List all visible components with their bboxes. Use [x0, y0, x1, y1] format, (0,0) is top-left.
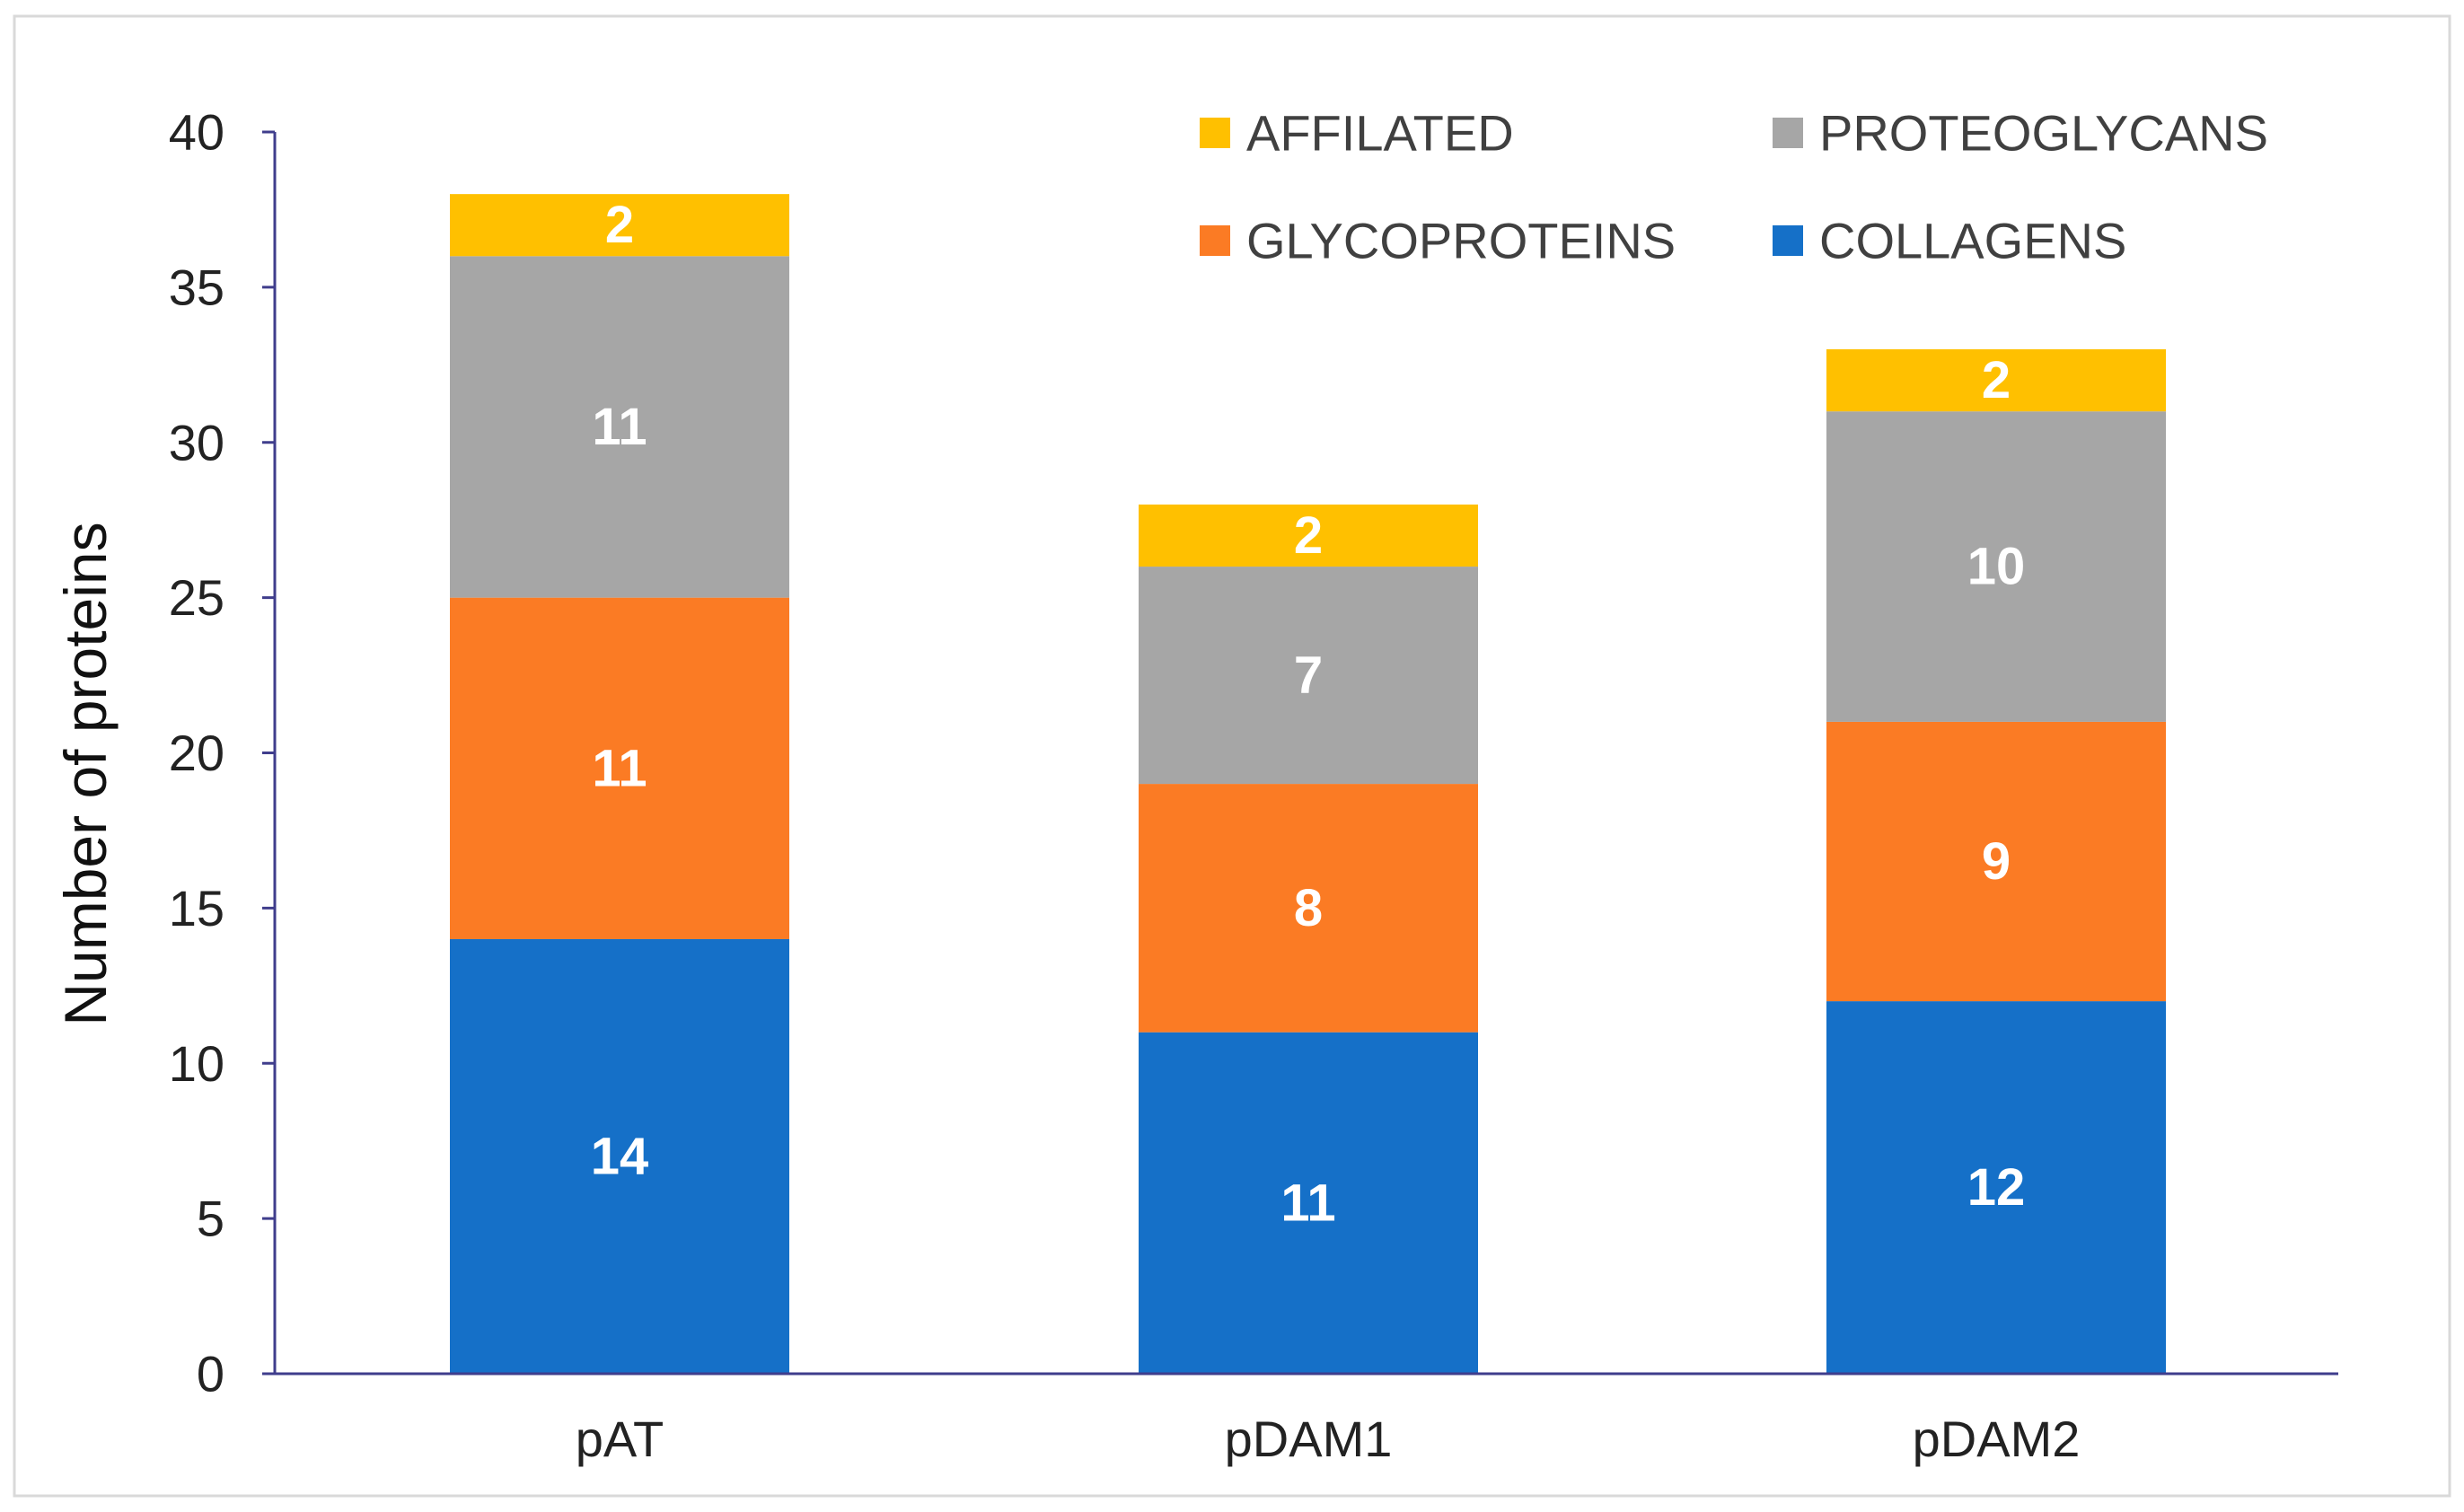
- y-tick-label-40: 40: [169, 104, 224, 161]
- bar-pat-collagens: [450, 938, 789, 1374]
- data-label-pat-affilated: 2: [605, 196, 634, 254]
- y-tick-label-0: 0: [197, 1346, 224, 1402]
- y-tick-label-25: 25: [169, 569, 224, 626]
- data-label-pdam1-collagens: 11: [1280, 1174, 1335, 1232]
- y-tick-label-10: 10: [169, 1035, 224, 1092]
- legend: AFFILATED PROTEOGLYCANS GLYCOPROTEINS COLLA…: [1200, 105, 2268, 269]
- bar-pdam2-glycoproteins: [1826, 721, 2166, 1002]
- legend-swatch-proteoglycans: [1773, 118, 1803, 148]
- data-label-pdam1-affilated: 2: [1294, 506, 1323, 565]
- legend-swatch-glycoproteins: [1200, 225, 1230, 256]
- bar-pdam2-affilated: [1826, 349, 2166, 412]
- y-tick-label-20: 20: [169, 725, 224, 781]
- data-label-pdam2-collagens: 12: [1967, 1158, 2026, 1217]
- y-tick-label-15: 15: [169, 880, 224, 936]
- data-label-pdam1-glycoproteins: 8: [1294, 879, 1323, 937]
- data-label-pat-proteoglycans: 11: [592, 398, 647, 456]
- y-ticks-group: 0 5 10 15 20 25 30 35 40: [169, 104, 275, 1402]
- bar-pat-glycoproteins: [450, 597, 789, 939]
- y-tick-label-5: 5: [197, 1191, 224, 1247]
- bar-pdam2-collagens: [1826, 1001, 2166, 1374]
- data-label-pdam2-glycoproteins: 9: [1982, 832, 2011, 891]
- bars-group: 14 11 11 2 11 8 7 2 12 9 10 2: [450, 194, 2166, 1374]
- x-tick-label-pdam1: pDAM1: [1225, 1411, 1393, 1467]
- x-tick-label-pdam2: pDAM2: [1913, 1411, 2081, 1467]
- bar-pdam1-affilated: [1139, 504, 1478, 567]
- x-ticks-group: pAT pDAM1 pDAM2: [576, 1411, 2081, 1467]
- data-label-pat-collagens: 14: [591, 1127, 649, 1185]
- legend-swatch-affilated: [1200, 118, 1230, 148]
- data-label-pdam2-affilated: 2: [1982, 351, 2011, 409]
- legend-label-affilated: AFFILATED: [1246, 105, 1514, 162]
- bar-pdam1-proteoglycans: [1139, 567, 1478, 785]
- y-tick-label-35: 35: [169, 259, 224, 315]
- data-label-pdam1-proteoglycans: 7: [1294, 646, 1323, 705]
- data-label-pdam2-proteoglycans: 10: [1967, 538, 2026, 596]
- bar-pdam1-glycoproteins: [1139, 784, 1478, 1033]
- y-axis-title: Number of proteins: [52, 522, 119, 1025]
- y-tick-label-30: 30: [169, 414, 224, 470]
- legend-label-proteoglycans: PROTEOGLYCANS: [1819, 105, 2268, 162]
- data-label-pat-glycoproteins: 11: [592, 739, 647, 797]
- bar-pdam1-collagens: [1139, 1032, 1478, 1374]
- legend-swatch-collagens: [1773, 225, 1803, 256]
- legend-label-glycoproteins: GLYCOPROTEINS: [1246, 213, 1676, 269]
- legend-label-collagens: COLLAGENS: [1819, 213, 2126, 269]
- bar-pat-proteoglycans: [450, 256, 789, 598]
- x-tick-label-pat: pAT: [576, 1411, 664, 1467]
- bar-pat-affilated: [450, 194, 789, 257]
- bar-pdam2-proteoglycans: [1826, 411, 2166, 722]
